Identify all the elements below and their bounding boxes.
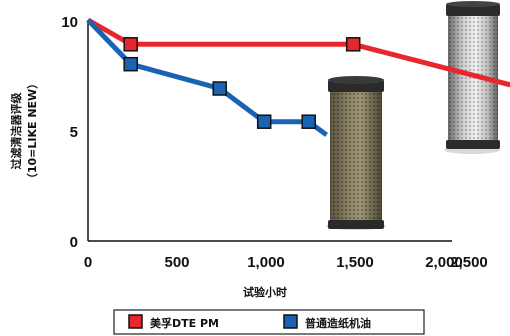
y-tick-label-5: 5 — [70, 124, 78, 141]
data-point-ordinary-paper-machine-oil-2 — [212, 81, 227, 96]
x-tick-label-500: 500 — [164, 254, 189, 271]
series-markers-ordinary-paper-machine-oil — [123, 56, 316, 129]
x-tick-label-2000: 2,000 — [425, 254, 463, 271]
legend-frame — [113, 309, 425, 335]
legend-swatch-ordinary-paper-machine-oil — [283, 314, 298, 329]
data-point-ordinary-paper-machine-oil-4 — [301, 114, 316, 129]
x-axis-title: 试验小时 — [243, 285, 287, 299]
series-markers-mobil-dte-pm — [123, 37, 361, 52]
x-tick-label-1000: 1,000 — [247, 254, 285, 271]
legend: 美孚DTE PM 普通造纸机油 — [113, 309, 425, 335]
legend-label-ordinary-paper-machine-oil: 普通造纸机油 — [305, 316, 371, 330]
series-line-mobil-dte-pm — [86, 17, 510, 88]
data-point-ordinary-paper-machine-oil-1 — [123, 56, 138, 72]
y-tick-label-10: 10 — [61, 14, 78, 31]
y-tick-label-0: 0 — [70, 234, 78, 251]
legend-label-mobil-dte-pm: 美孚DTE PM — [150, 316, 219, 330]
x-tick-label-0: 0 — [84, 254, 92, 271]
dirty-filter-photo — [326, 76, 386, 230]
legend-swatch-mobil-dte-pm — [128, 314, 143, 329]
y-axis-title-line1: 过滤清洁器评级 — [9, 92, 23, 170]
x-tick-label-1500: 1,500 — [336, 254, 374, 271]
x-tick-label-2500: 2,500 — [450, 254, 488, 271]
data-point-mobil-dte-pm-1 — [123, 37, 138, 52]
data-point-mobil-dte-pm-2 — [345, 37, 361, 52]
y-axis-title-line2: （10=LIKE NEW） — [26, 78, 39, 184]
data-point-ordinary-paper-machine-oil-3 — [256, 114, 272, 129]
